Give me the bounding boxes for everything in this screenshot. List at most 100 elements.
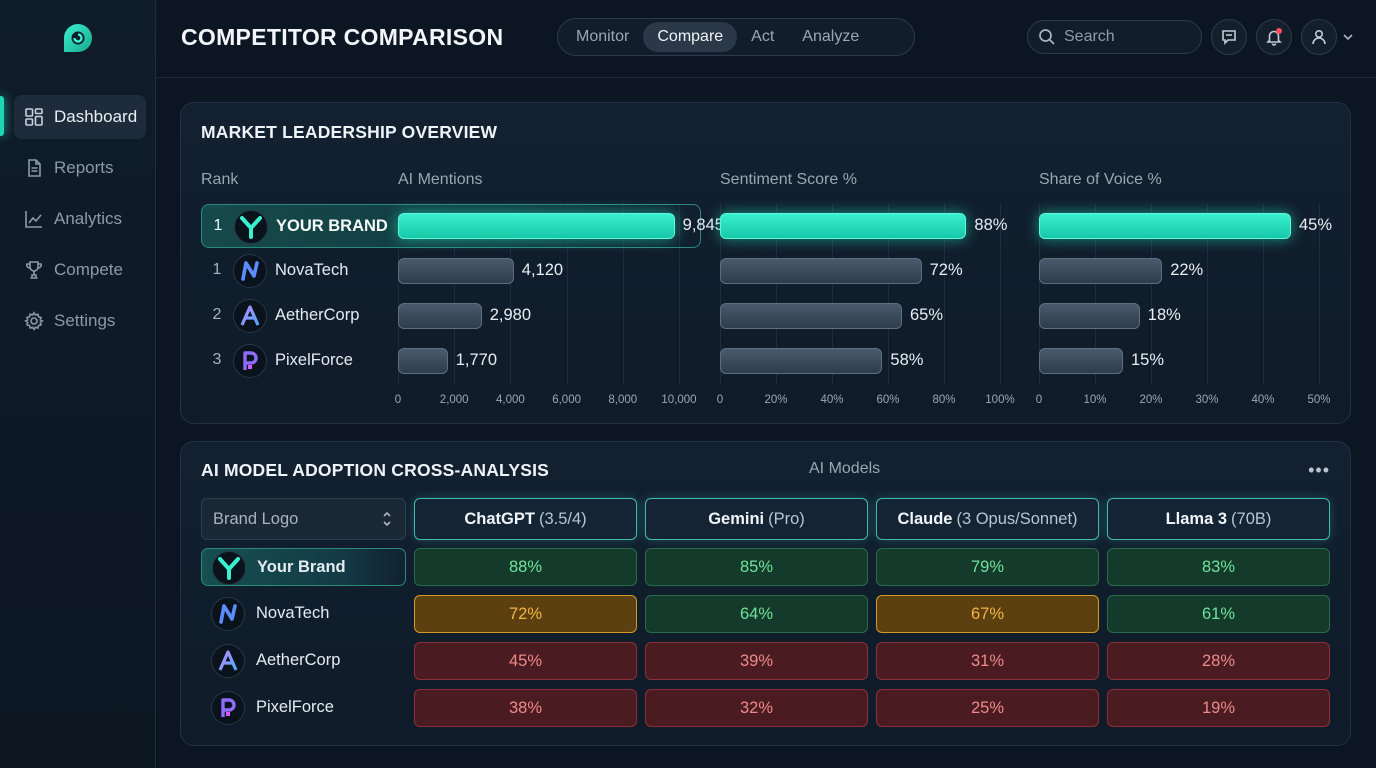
brand-logo-icon [233, 299, 267, 333]
adoption-cell[interactable]: 61% [1107, 595, 1330, 633]
sidebar-item-dashboard[interactable]: Dashboard [14, 95, 146, 139]
axis-tick-label: 40% [820, 394, 844, 406]
user-avatar-button[interactable] [1301, 19, 1337, 55]
adoption-cell[interactable]: 72% [414, 595, 637, 633]
matrix-brand-row[interactable]: Your Brand [201, 548, 406, 586]
adoption-cell[interactable]: 85% [645, 548, 868, 586]
sentiment-bar[interactable] [720, 348, 883, 374]
tab-monitor[interactable]: Monitor [576, 28, 630, 45]
ranking-row[interactable]: 3 PixelForce [201, 339, 721, 383]
adoption-cell[interactable]: 83% [1107, 548, 1330, 586]
axis-tick-label: 10,000 [661, 394, 697, 406]
grid-line [944, 203, 945, 385]
voice-header: Share of Voice % [1039, 171, 1162, 188]
adoption-cell[interactable]: 39% [645, 642, 868, 680]
grid-line [566, 203, 568, 385]
adoption-cell[interactable]: 25% [876, 689, 1099, 727]
app-logo-icon[interactable] [60, 20, 96, 56]
sidebar-item-reports[interactable]: Reports [14, 146, 146, 190]
sidebar-item-compete[interactable]: Compete [14, 248, 146, 292]
axis-tick-label: 6,000 [552, 394, 581, 406]
top-bar: COMPETITOR COMPARISON Monitor Compare Ac… [156, 0, 1376, 78]
ranking-row[interactable]: 1 NovaTech [201, 249, 721, 293]
select-value: Brand Logo [213, 509, 299, 528]
brand-name: NovaTech [256, 604, 330, 622]
matrix-brand-row[interactable]: AetherCorp [201, 642, 406, 680]
grid-line [454, 203, 456, 385]
tab-analyze[interactable]: Analyze [802, 28, 860, 45]
mentions-bar[interactable] [398, 303, 482, 329]
grid-line [776, 203, 777, 385]
dashboard-icon [25, 108, 43, 126]
sentiment-bar[interactable] [720, 303, 902, 329]
active-nav-indicator [0, 96, 4, 136]
grid-line [1151, 203, 1152, 385]
sidebar-item-label: Dashboard [54, 107, 138, 126]
adoption-cell[interactable]: 79% [876, 548, 1099, 586]
brand-logo-icon [212, 551, 246, 585]
mentions-bar[interactable] [398, 258, 514, 284]
more-options-icon[interactable]: ••• [1308, 460, 1330, 480]
sentiment-value-label: 72% [929, 261, 963, 279]
search-icon [1039, 29, 1055, 45]
mentions-bar[interactable] [398, 213, 675, 239]
model-header-llama[interactable]: Llama 3 (70B) [1107, 498, 1330, 540]
adoption-cell[interactable]: 38% [414, 689, 637, 727]
sentiment-bar[interactable] [720, 213, 967, 239]
voice-bar[interactable] [1039, 348, 1123, 374]
grid-line [1039, 203, 1040, 385]
model-header-chatgpt[interactable]: ChatGPT (3.5/4) [414, 498, 637, 540]
brand-name: AetherCorp [275, 306, 360, 324]
messages-button[interactable] [1211, 19, 1247, 55]
voice-bar[interactable] [1039, 258, 1163, 284]
model-header-gemini[interactable]: Gemini (Pro) [645, 498, 868, 540]
sidebar-item-label: Settings [54, 311, 116, 330]
ranking-row[interactable]: 2 AetherCorp [201, 294, 721, 338]
sidebar-item-analytics[interactable]: Analytics [14, 197, 146, 241]
brand-logo-icon [211, 644, 245, 678]
search-input[interactable] [1064, 28, 1194, 46]
notifications-button[interactable] [1256, 19, 1292, 55]
page-title: COMPETITOR COMPARISON [181, 24, 504, 50]
axis-tick-label: 20% [764, 394, 788, 406]
market-leadership-panel: MARKET LEADERSHIP OVERVIEW Rank AI Menti… [180, 102, 1351, 424]
search-box[interactable] [1027, 20, 1202, 54]
grid-line [1095, 203, 1096, 385]
adoption-cell[interactable]: 31% [876, 642, 1099, 680]
sidebar-item-settings[interactable]: Settings [14, 299, 146, 343]
model-name: Claude [897, 509, 953, 528]
adoption-cell[interactable]: 67% [876, 595, 1099, 633]
sentiment-bar[interactable] [720, 258, 922, 284]
brand-name: Your Brand [257, 558, 346, 576]
ai-adoption-panel: AI MODEL ADOPTION CROSS-ANALYSIS AI Mode… [180, 441, 1351, 746]
brand-logo-select[interactable]: Brand Logo [201, 498, 406, 540]
adoption-cell[interactable]: 64% [645, 595, 868, 633]
rank-header: Rank [201, 171, 239, 188]
adoption-cell[interactable]: 28% [1107, 642, 1330, 680]
brand-logo-icon [211, 597, 245, 631]
voice-bar[interactable] [1039, 213, 1291, 239]
matrix-brand-row[interactable]: PixelForce [201, 689, 406, 727]
tab-act[interactable]: Act [751, 28, 775, 45]
axis-tick-label: 0 [394, 394, 402, 406]
grid-line [622, 203, 624, 385]
sentiment-header: Sentiment Score % [720, 171, 857, 188]
voice-bar[interactable] [1039, 303, 1140, 329]
model-header-claude[interactable]: Claude (3 Opus/Sonnet) [876, 498, 1099, 540]
adoption-cell[interactable]: 45% [414, 642, 637, 680]
adoption-cell[interactable]: 32% [645, 689, 868, 727]
adoption-cell[interactable]: 19% [1107, 689, 1330, 727]
axis-tick-label: 0 [1035, 394, 1043, 406]
mentions-value-label: 2,980 [489, 306, 532, 324]
brand-name: NovaTech [275, 261, 349, 279]
tab-compare[interactable]: Compare [643, 22, 738, 52]
matrix-brand-row[interactable]: NovaTech [201, 595, 406, 633]
mentions-value-label: 4,120 [521, 261, 564, 279]
adoption-cell[interactable]: 88% [414, 548, 637, 586]
mentions-bar[interactable] [398, 348, 448, 374]
voice-value-label: 18% [1147, 306, 1181, 324]
sidebar-item-label: Reports [54, 158, 114, 177]
view-tabs: Monitor Compare Act Analyze [557, 18, 915, 56]
notification-dot [1276, 28, 1282, 34]
chevron-down-icon[interactable] [1342, 32, 1354, 42]
